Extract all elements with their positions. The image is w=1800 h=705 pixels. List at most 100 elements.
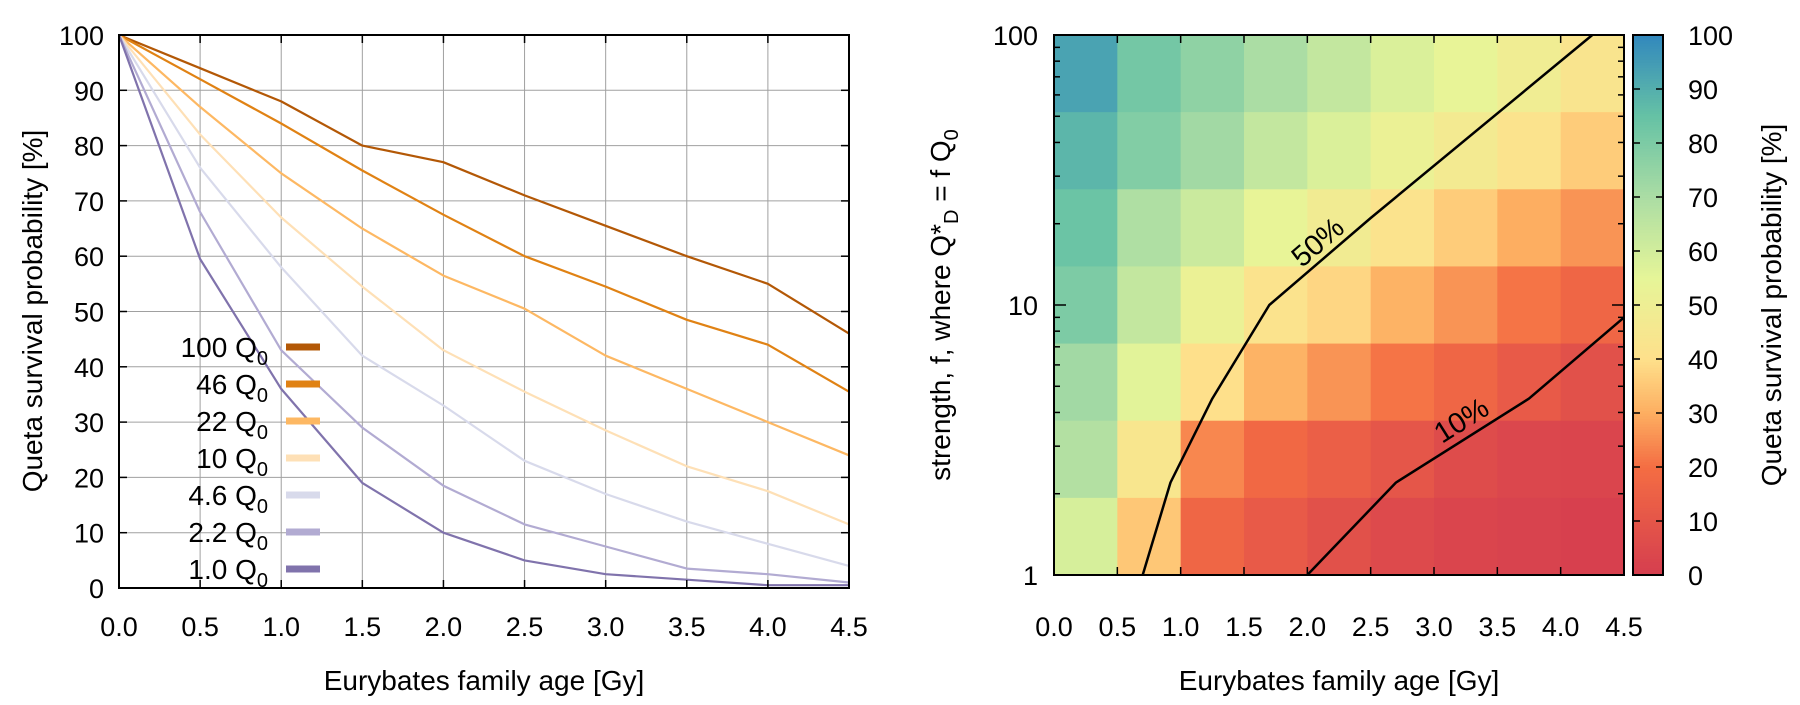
colorbar-segment: [1633, 334, 1663, 338]
colorbar-segment: [1633, 491, 1663, 495]
legend-unit: Q: [235, 517, 257, 548]
colorbar-segment: [1633, 372, 1663, 376]
colorbar-tick-label: 50: [1688, 291, 1718, 321]
line-chart-y-tick-label: 50: [74, 298, 104, 328]
heatmap-cell: [1370, 497, 1435, 576]
line-series-46: [118, 34, 850, 393]
colorbar-segment: [1633, 89, 1663, 93]
heatmap-cell: [1434, 35, 1498, 113]
colorbar-tick-label: 20: [1688, 453, 1718, 483]
heatmap-x-tick-label: 0.5: [1099, 612, 1137, 642]
colorbar-segment: [1633, 539, 1663, 544]
colorbar-segment: [1633, 407, 1663, 411]
heatmap-cell: [1054, 112, 1118, 190]
line-chart-y-tick-label: 30: [74, 408, 104, 438]
line-chart-y-tick-label: 40: [74, 353, 104, 383]
colorbar-segment: [1633, 512, 1663, 517]
line-chart-x-tick-label: 0.5: [181, 612, 219, 642]
legend-value-4.6: 4.6: [188, 480, 235, 511]
legend-entry-4.6: 4.6 Q0: [188, 480, 320, 518]
colorbar-segment: [1633, 461, 1663, 465]
heatmap-cell: [1434, 266, 1498, 345]
colorbar-tick-label: 40: [1688, 345, 1718, 375]
heatmap-x-tick-label: 1.0: [1162, 612, 1200, 642]
legend-entry-1.0: 1.0 Q0: [188, 554, 320, 592]
colorbar-segment: [1633, 45, 1663, 50]
line-series-1.0: [117, 34, 849, 587]
heatmap-cell: [1054, 189, 1118, 268]
line-chart-y-axis-label: Queta survival probability [%]: [17, 130, 48, 493]
colorbar-segment: [1633, 553, 1663, 557]
colorbar-segment: [1633, 53, 1663, 58]
colorbar-segment: [1633, 170, 1663, 174]
colorbar-segment: [1633, 529, 1663, 533]
colorbar-segment: [1633, 191, 1663, 195]
colorbar-segment: [1633, 510, 1663, 514]
line-chart-x-tick-label: 0.0: [100, 612, 138, 642]
colorbar-segment: [1633, 458, 1663, 463]
colorbar-segment: [1633, 542, 1663, 546]
colorbar-segment: [1633, 113, 1663, 117]
colorbar-segment: [1633, 40, 1663, 44]
colorbar-segment: [1633, 369, 1663, 374]
line-series-10: [118, 34, 850, 526]
colorbar-segment: [1633, 426, 1663, 430]
colorbar-segment: [1633, 499, 1663, 503]
colorbar-segment: [1633, 67, 1663, 71]
heatmap-x-tick-label: 4.0: [1542, 612, 1580, 642]
colorbar-segment: [1633, 332, 1663, 336]
colorbar-segment: [1633, 566, 1663, 571]
heatmap-y-label-subscript: 0: [941, 129, 963, 140]
heatmap-x-tick-label: 1.5: [1225, 612, 1263, 642]
line-chart-y-tick-label: 20: [74, 463, 104, 493]
colorbar-segment: [1633, 302, 1663, 306]
colorbar-segment: [1633, 415, 1663, 419]
heatmap-x-tick-label: 3.0: [1415, 612, 1453, 642]
colorbar-segment: [1633, 534, 1663, 538]
legend-unit-subscript: 0: [257, 570, 268, 592]
colorbar-tick-label: 30: [1688, 399, 1718, 429]
colorbar-segment: [1633, 137, 1663, 141]
colorbar-segment: [1633, 504, 1663, 509]
colorbar-segment: [1633, 356, 1663, 360]
colorbar-segment: [1633, 283, 1663, 287]
colorbar-segment: [1633, 477, 1663, 482]
heatmap-cell: [1370, 266, 1435, 345]
line-series-4.6: [118, 34, 850, 567]
heatmap-cell: [1117, 420, 1182, 499]
colorbar-segment: [1633, 399, 1663, 403]
colorbar-segment: [1633, 440, 1663, 444]
colorbar-segment: [1633, 186, 1663, 190]
colorbar-segment: [1633, 102, 1663, 106]
heatmap-cell: [1370, 343, 1435, 422]
colorbar-segment: [1633, 410, 1663, 414]
legend-value-10: 10: [196, 443, 235, 474]
colorbar-segment: [1633, 404, 1663, 409]
heatmap-cell: [1434, 112, 1498, 190]
colorbar-segment: [1633, 296, 1663, 301]
legend-entry-46: 46 Q0: [196, 369, 320, 407]
heatmap-cell: [1307, 343, 1372, 422]
colorbar-segment: [1633, 110, 1663, 114]
colorbar-segment: [1633, 178, 1663, 182]
legend-entry-2.2: 2.2 Q0: [188, 517, 320, 555]
colorbar-segment: [1633, 572, 1663, 576]
legend-entry-100: 100 Q0: [181, 332, 320, 370]
heatmap-cell: [1244, 497, 1308, 576]
heatmap-cell: [1117, 497, 1182, 576]
colorbar-segment: [1633, 359, 1663, 363]
colorbar-segment: [1633, 450, 1663, 455]
heatmap-y-tick-label: 100: [993, 21, 1038, 51]
colorbar-segment: [1633, 202, 1663, 206]
colorbar-segment: [1633, 269, 1663, 274]
colorbar-segment: [1633, 140, 1663, 144]
colorbar-segment: [1633, 237, 1663, 241]
legend-label-22: 22 Q0: [196, 406, 268, 444]
colorbar-segment: [1633, 132, 1663, 136]
heatmap-cell: [1307, 420, 1372, 499]
legend-unit-subscript: 0: [257, 422, 268, 444]
heatmap-cell: [1054, 420, 1118, 499]
heatmap-x-tick-label: 0.0: [1035, 612, 1073, 642]
colorbar-segment: [1633, 215, 1663, 220]
